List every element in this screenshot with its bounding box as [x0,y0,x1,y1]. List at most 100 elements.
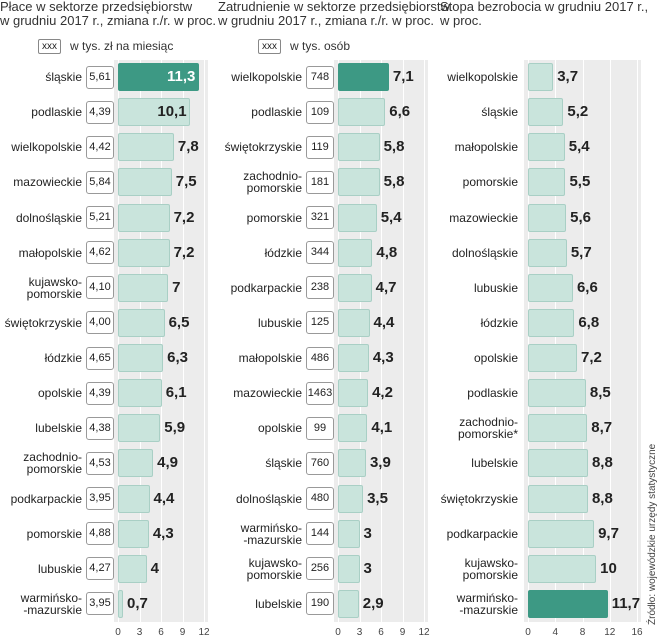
value-label: 3,7 [557,68,579,85]
box-value: 4,00 [86,311,114,335]
bar [528,238,567,267]
value-label: 7,8 [177,138,199,156]
value-label: 4,7 [375,278,397,296]
box-value: 4,42 [86,135,114,159]
grid-line [161,60,162,622]
category-label: opolskie [473,351,518,366]
value-label: 3,9 [369,454,391,472]
category-label: mazowieckie [13,175,82,190]
value-label: 5,5 [569,173,591,191]
value-label: 9,7 [598,524,619,542]
box-value: 4,39 [86,100,114,124]
bar [528,484,588,513]
legend-text: w tys. osób [290,39,351,53]
category-label: kujawsko- pomorskie [246,555,302,582]
value-label: 8,8 [591,489,613,507]
value-label: 10 [600,559,617,577]
box-value: 99 [306,416,334,440]
bar [528,308,575,337]
box-value: 109 [306,100,334,124]
category-label: wielkopolskie [231,70,302,84]
category-label: podkarpackie [446,526,518,541]
box-value: 1463 [306,381,334,405]
value-label: 7,1 [392,68,414,85]
bar [338,238,373,267]
x-tick-label: 3 [136,627,143,638]
category-label: opolskie [257,421,302,436]
bar [338,168,380,197]
box-value: 238 [306,276,334,300]
category-label: pomorskie [26,526,82,541]
bar [528,98,564,127]
value-label: 7,2 [173,208,195,226]
bar [118,273,169,302]
value-label: 5,8 [383,173,405,191]
grid-line [338,60,339,622]
x-tick-label: 12 [604,627,616,638]
category-label: mazowieckie [449,210,518,225]
box-value: 5,21 [86,206,114,230]
category-label: dolnośląskie [15,210,82,225]
value-label: 7,2 [581,349,602,367]
bar [118,449,154,478]
box-value: 256 [306,557,334,581]
category-label: lubelskie [35,421,82,436]
grid-line [118,60,119,622]
legend-text: w tys. zł na miesiąc [70,39,174,53]
category-label: podlaskie [31,105,82,120]
value-label: 3 [363,524,372,542]
x-tick-label: 3 [356,627,363,638]
bar [338,554,360,583]
grid-line [359,60,361,622]
value-label: 4,9 [157,454,178,472]
value-label: 4 [150,559,159,577]
category-label: warmińsko- -mazurskie [20,590,82,617]
category-label: opolskie [37,386,82,401]
category-label: kujawsko- pomorskie [26,274,82,301]
category-label: wielkopolskie [447,70,518,84]
bar [338,449,366,478]
bar [528,554,597,583]
x-tick-label: 6 [158,627,164,638]
box-value: 344 [306,241,334,265]
x-tick-label: 6 [378,627,384,638]
x-tick-label: 16 [631,627,643,638]
bar [528,168,566,197]
box-value: 4,27 [86,557,114,581]
category-label: łódzkie [480,315,518,330]
grid-line [582,60,584,622]
box-value: 4,62 [86,241,114,265]
value-label: 5,8 [383,138,405,156]
category-label: małopolskie [18,245,82,260]
value-label: 4,4 [153,489,175,507]
bar [118,589,124,618]
value-label: 8,7 [591,419,613,437]
bar [528,63,554,91]
bar [528,449,588,478]
value-label: 4,2 [372,384,393,402]
value-label: 11,3 [166,68,196,85]
value-label: 5,4 [380,208,402,226]
grid-line [637,60,638,622]
box-value: 760 [306,451,334,475]
category-label: łódzkie [264,245,302,260]
x-tick-label: 12 [198,627,210,638]
bar [118,203,170,232]
bar [118,238,170,267]
category-label: lubuskie [473,280,518,295]
box-value: 3,95 [86,592,114,616]
bar [118,379,162,408]
bar [118,484,150,513]
x-tick-label: 8 [579,627,586,638]
bar [338,484,364,513]
value-label: 3 [363,559,372,577]
box-value: 486 [306,346,334,370]
category-label: zachodnio- pomorskie [23,450,82,477]
bar [338,589,359,618]
x-tick-label: 0 [335,627,341,638]
category-label: dolnośląskie [235,491,302,506]
category-label: lubuskie [37,561,82,576]
bar [118,414,161,443]
category-label: śląskie [265,456,302,471]
